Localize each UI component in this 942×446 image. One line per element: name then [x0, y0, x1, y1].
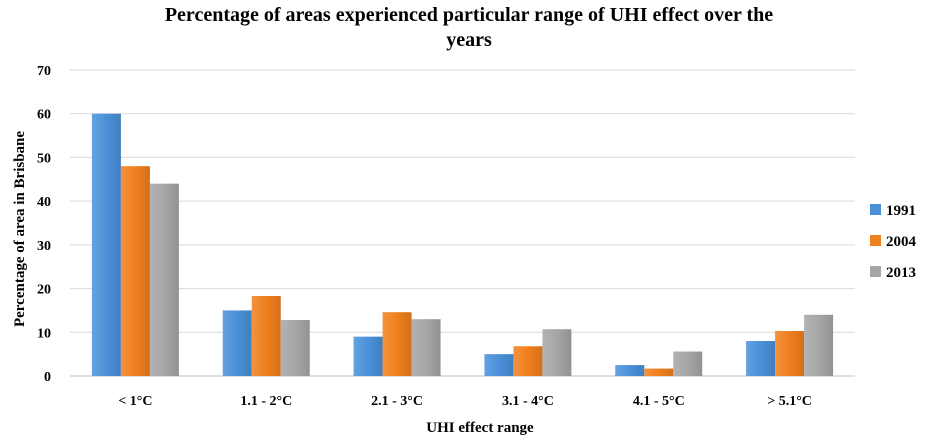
bar-2013 — [673, 351, 703, 376]
legend-swatch-2013 — [870, 266, 881, 277]
bar-2004 — [251, 296, 281, 376]
x-tick-label: 3.1 - 4°C — [502, 394, 554, 409]
chart-title-line-1: Percentage of areas experienced particul… — [165, 4, 773, 26]
x-tick-label: 4.1 - 5°C — [633, 394, 685, 409]
legend: 1991 2004 2013 — [870, 203, 917, 281]
bar-2013 — [411, 319, 441, 376]
bar-2004 — [513, 346, 543, 376]
bar-1991 — [484, 354, 514, 376]
legend-label-2013: 2013 — [886, 265, 916, 281]
bar-1991 — [91, 113, 121, 376]
y-tick-label: 10 — [37, 326, 51, 341]
bar-1991 — [746, 341, 776, 376]
bar-1991 — [615, 365, 645, 376]
legend-swatch-2004 — [870, 235, 881, 246]
bar-2004 — [120, 166, 150, 376]
bars — [91, 113, 834, 376]
bar-2013 — [280, 320, 310, 376]
x-tick-label: < 1°C — [118, 394, 152, 409]
bar-2004 — [775, 330, 805, 376]
bar-2013 — [804, 314, 834, 376]
x-tick-label: 1.1 - 2°C — [240, 394, 292, 409]
x-tick-label: > 5.1°C — [767, 394, 812, 409]
legend-label-2004: 2004 — [886, 234, 917, 250]
x-tick-label: 2.1 - 3°C — [371, 394, 423, 409]
y-tick-label: 50 — [37, 151, 51, 166]
x-axis-title: UHI effect range — [426, 420, 534, 436]
gridlines — [70, 69, 855, 377]
y-tick-label: 20 — [37, 283, 51, 298]
y-tick-label: 60 — [37, 108, 51, 123]
bar-1991 — [353, 336, 383, 376]
bar-1991 — [222, 310, 252, 376]
y-tick-label: 30 — [37, 239, 51, 254]
chart-title-line-2: years — [446, 29, 492, 51]
y-axis-title: Percentage of area in Brisbane — [12, 131, 28, 327]
x-axis-ticks: < 1°C 1.1 - 2°C 2.1 - 3°C 3.1 - 4°C 4.1 - 5°… — [118, 394, 812, 409]
legend-label-1991: 1991 — [886, 203, 916, 219]
bar-2013 — [149, 183, 179, 376]
y-tick-label: 0 — [44, 370, 51, 385]
y-axis-ticks: 0 10 20 30 40 50 60 70 — [37, 64, 51, 385]
bar-2004 — [382, 312, 412, 376]
y-tick-label: 70 — [37, 64, 51, 79]
bar-2013 — [542, 329, 572, 376]
bar-2004 — [644, 368, 674, 376]
y-tick-label: 40 — [37, 195, 51, 210]
legend-swatch-1991 — [870, 204, 881, 215]
